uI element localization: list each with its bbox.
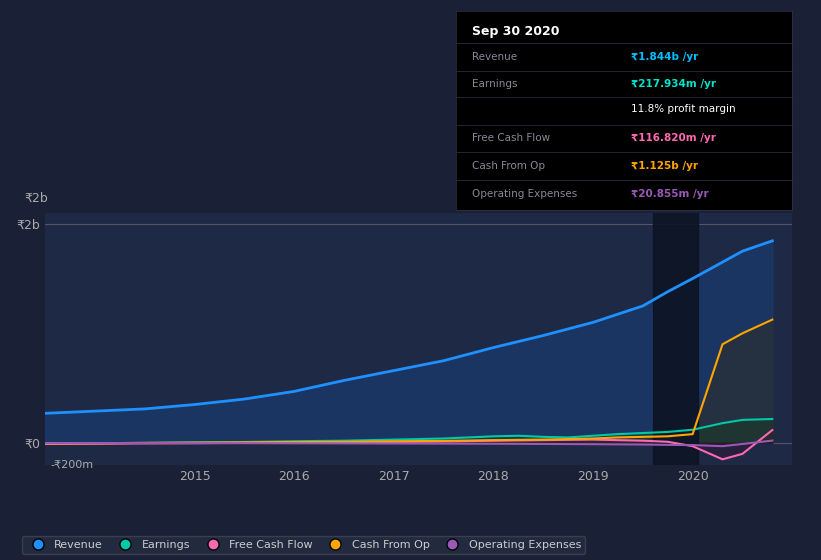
Text: -₹200m: -₹200m xyxy=(50,460,94,470)
Text: Revenue: Revenue xyxy=(473,52,517,62)
Text: ₹217.934m /yr: ₹217.934m /yr xyxy=(631,79,716,89)
Legend: Revenue, Earnings, Free Cash Flow, Cash From Op, Operating Expenses: Revenue, Earnings, Free Cash Flow, Cash … xyxy=(22,535,585,554)
Text: ₹20.855m /yr: ₹20.855m /yr xyxy=(631,189,709,199)
Text: Cash From Op: Cash From Op xyxy=(473,161,545,171)
Bar xyxy=(653,213,698,465)
Text: 11.8% profit margin: 11.8% profit margin xyxy=(631,104,736,114)
Text: Sep 30 2020: Sep 30 2020 xyxy=(473,25,560,38)
Text: ₹1.125b /yr: ₹1.125b /yr xyxy=(631,161,698,171)
Text: Free Cash Flow: Free Cash Flow xyxy=(473,133,551,143)
Text: ₹1.844b /yr: ₹1.844b /yr xyxy=(631,52,698,62)
Text: Earnings: Earnings xyxy=(473,79,518,89)
Text: ₹116.820m /yr: ₹116.820m /yr xyxy=(631,133,716,143)
Text: ₹2b: ₹2b xyxy=(25,192,48,204)
Text: Operating Expenses: Operating Expenses xyxy=(473,189,578,199)
